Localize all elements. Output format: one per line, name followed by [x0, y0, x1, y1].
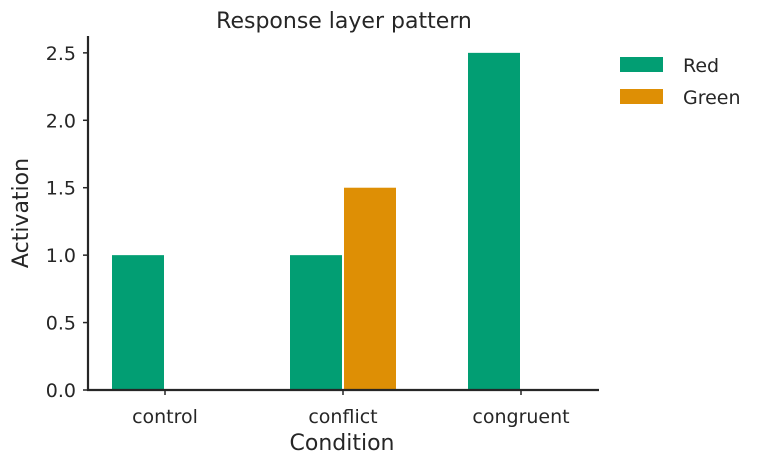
chart-title: Response layer pattern: [216, 9, 472, 34]
y-tick-label: 2.0: [46, 110, 76, 132]
bar-green-conflict: [344, 187, 396, 390]
x-tick-label-conflict: conflict: [308, 406, 377, 428]
x-axis-ticks: control conflict congruent: [132, 390, 570, 428]
y-tick-label: 1.5: [46, 178, 76, 200]
legend: Red Green: [620, 55, 741, 109]
legend-label-green: Green: [683, 87, 741, 109]
x-axis-label: Condition: [290, 431, 395, 456]
bar-red-conflict: [290, 255, 342, 390]
y-tick-label: 2.5: [46, 43, 76, 65]
y-tick-label: 1.0: [46, 245, 76, 267]
y-axis-ticks: 0.0 0.5 1.0 1.5 2.0 2.5: [46, 43, 88, 402]
x-tick-label-control: control: [132, 406, 198, 428]
bar-red-control: [112, 255, 164, 390]
y-tick-label: 0.5: [46, 313, 76, 335]
legend-swatch-red: [620, 57, 663, 72]
bars-group: [112, 52, 520, 390]
legend-swatch-green: [620, 89, 663, 104]
legend-label-red: Red: [683, 55, 719, 77]
x-tick-label-congruent: congruent: [472, 406, 569, 428]
bar-red-congruent: [468, 52, 520, 390]
y-tick-label: 0.0: [46, 380, 76, 402]
y-axis-label: Activation: [9, 158, 34, 268]
